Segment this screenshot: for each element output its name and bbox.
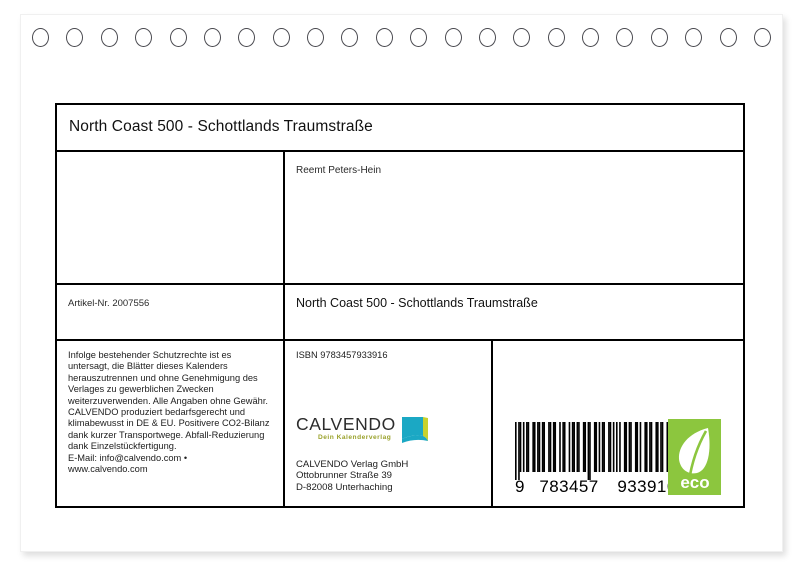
barcode-digit-group-1: 9: [515, 477, 525, 496]
article-number: Artikel-Nr. 2007556: [57, 285, 285, 339]
isbn-text: ISBN 9783457933916: [296, 350, 388, 360]
punch-hole-icon: [685, 28, 703, 47]
punch-hole-icon: [650, 28, 668, 47]
punch-hole-icon: [32, 28, 49, 47]
punch-hole-icon: [478, 28, 496, 47]
punch-hole-icon: [203, 28, 221, 47]
calendar-page-icon: [401, 416, 431, 449]
book-subtitle: North Coast 500 - Schottlands Traumstraß…: [296, 296, 538, 310]
book-title: North Coast 500 - Schottlands Traumstraß…: [69, 118, 373, 135]
calvendo-logo-tagline: Dein Kalenderverlag: [318, 434, 392, 441]
spiral-punch-holes: [20, 28, 783, 54]
eco-badge: eco: [668, 419, 721, 495]
punch-hole-icon: [547, 28, 565, 47]
punch-hole-icon: [753, 28, 771, 47]
author-empty-cell: [57, 152, 285, 283]
table-row-title: North Coast 500 - Schottlands Traumstraß…: [57, 105, 743, 152]
eco-badge-label: eco: [680, 473, 709, 492]
punch-hole-icon: [719, 28, 737, 47]
punch-hole-icon: [444, 28, 462, 47]
punch-hole-icon: [582, 28, 599, 47]
legal-notice-text: Infolge bestehender Schutzrechte ist es …: [57, 341, 285, 506]
punch-hole-icon: [238, 28, 256, 47]
punch-hole-icon: [513, 28, 531, 47]
table-row-article: Artikel-Nr. 2007556 North Coast 500 - Sc…: [57, 285, 743, 341]
publisher-cell: ISBN 9783457933916 CALVENDO Dein Kalende…: [285, 341, 493, 506]
calvendo-logo: CALVENDO Dein Kalenderverlag: [296, 415, 431, 449]
barcode-digit-group-2: 783457: [539, 477, 599, 496]
punch-hole-icon: [100, 28, 118, 47]
cover-info-table: North Coast 500 - Schottlands Traumstraß…: [55, 103, 745, 508]
punch-hole-icon: [307, 28, 324, 47]
calvendo-logo-wordmark: CALVENDO: [296, 414, 396, 434]
punch-hole-icon: [375, 28, 393, 47]
table-row-author: Reemt Peters-Hein: [57, 152, 743, 285]
punch-hole-icon: [66, 28, 84, 47]
punch-hole-icon: [410, 28, 428, 47]
ean13-barcode: [515, 422, 688, 485]
publisher-address: CALVENDO Verlag GmbH Ottobrunner Straße …: [296, 459, 409, 493]
punch-hole-icon: [341, 28, 359, 47]
punch-hole-icon: [135, 28, 153, 47]
barcode-cell: 9 783457 933916 eco: [493, 341, 743, 506]
punch-hole-icon: [616, 28, 634, 47]
punch-hole-icon: [272, 28, 290, 47]
punch-hole-icon: [169, 28, 187, 47]
barcode-digit-group-3: 933916: [617, 477, 677, 496]
barcode-digits: 9 783457 933916: [515, 477, 687, 497]
table-row-legal: Infolge bestehender Schutzrechte ist es …: [57, 341, 743, 506]
author-name: Reemt Peters-Hein: [296, 165, 382, 176]
